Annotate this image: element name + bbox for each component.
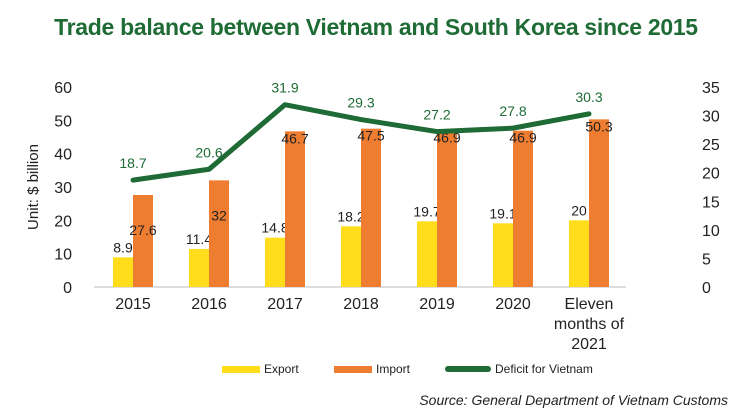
legend-export: Export [222,362,299,376]
data-label-import: 27.6 [129,222,156,238]
bar-export [569,220,589,287]
data-label-import: 46.7 [281,130,308,146]
bar-import [285,131,305,287]
bar-export [265,237,285,287]
y-axis-label: Unit: $ billion [25,144,42,230]
legend-swatch-deficit [445,366,491,372]
legend-deficit: Deficit for Vietnam [445,362,593,376]
data-label-import: 46.9 [509,130,536,146]
data-label-export: 11.4 [186,231,212,247]
y2-tick-label: 25 [702,137,720,154]
x-tick-label: 2019 [419,296,455,313]
y2-tick-label: 20 [702,166,720,183]
data-label-export: 8.9 [113,239,133,255]
data-label-deficit: 30.3 [575,89,602,105]
x-tick-label: 2016 [191,296,227,313]
data-label-import: 32 [211,207,227,223]
y2-tick-label: 15 [702,194,720,211]
bar-import [437,130,457,287]
data-label-export: 18.2 [337,208,364,224]
data-label-export: 19.7 [413,203,440,219]
y2-tick-label: 35 [702,80,720,97]
bar-export [189,249,209,287]
bar-export [417,221,437,287]
x-tick-label: Eleven [565,296,614,313]
bar-import [209,180,229,287]
bar-export [113,257,133,287]
source-note: Source: General Department of Vietnam Cu… [419,392,728,408]
y-tick-label: 60 [54,80,72,97]
y-tick-label: 40 [54,147,72,164]
legend-import: Import [334,362,410,376]
y2-tick-label: 0 [702,280,711,297]
y-tick-label: 10 [54,247,72,264]
legend-label-export: Export [264,362,299,376]
data-label-export: 20 [571,202,587,218]
data-label-import: 47.5 [357,128,384,144]
data-label-deficit: 20.6 [195,144,222,160]
bar-import [361,128,381,287]
x-tick-label: 2017 [267,296,303,313]
bar-export [341,226,361,287]
data-label-deficit: 31.9 [271,80,298,96]
data-label-export: 14.8 [261,220,288,236]
bar-import [133,195,153,287]
x-tick-label: 2015 [115,296,151,313]
data-label-deficit: 27.2 [423,107,450,123]
data-label-import: 50.3 [585,118,612,134]
y-tick-label: 30 [54,180,72,197]
legend-swatch-export [222,365,260,373]
x-tick-label: 2018 [343,296,379,313]
data-label-deficit: 18.7 [119,155,146,171]
bar-export [493,223,513,287]
y-tick-label: 0 [63,280,72,297]
y2-tick-label: 5 [702,251,711,268]
data-label-export: 19.1 [489,205,516,221]
legend-swatch-import [334,365,372,373]
x-tick-label: 2020 [495,296,531,313]
legend-label-deficit: Deficit for Vietnam [495,362,593,376]
bar-import [513,130,533,287]
y-tick-label: 50 [54,113,72,130]
x-tick-label: months of [554,316,625,333]
y2-tick-label: 30 [702,109,720,126]
y2-tick-label: 10 [702,223,720,240]
data-label-deficit: 27.8 [499,103,526,119]
bar-import [589,119,609,287]
y-tick-label: 20 [54,213,72,230]
chart-title: Trade balance between Vietnam and South … [54,14,698,40]
data-label-deficit: 29.3 [347,95,374,111]
legend-label-import: Import [376,362,411,376]
x-tick-label: 2021 [571,336,607,353]
